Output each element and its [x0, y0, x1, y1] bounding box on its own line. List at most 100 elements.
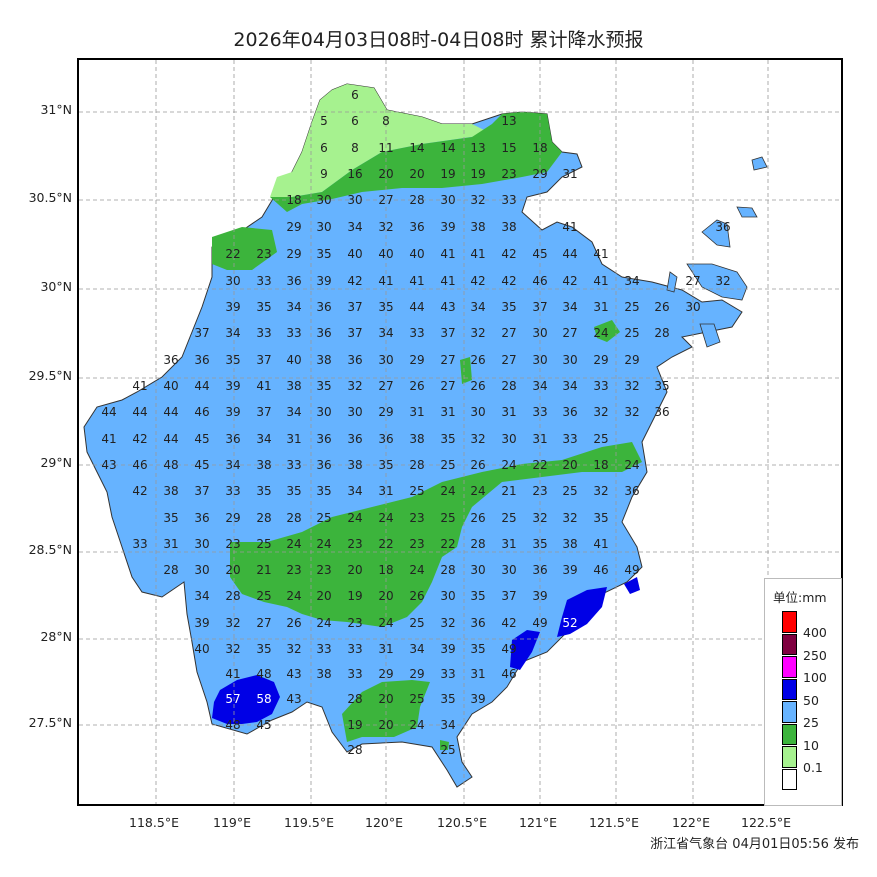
precip-value: 25: [256, 537, 272, 551]
precip-value: 35: [470, 589, 486, 603]
precip-value: 30: [378, 353, 394, 367]
precip-value: 41: [593, 247, 609, 261]
precip-value: 24: [624, 458, 640, 472]
precip-value: 36: [347, 353, 363, 367]
lat-tick-label: 30°N: [40, 279, 72, 294]
precip-value: 29: [532, 167, 548, 181]
precip-value: 41: [225, 667, 241, 681]
legend-swatch: [782, 611, 797, 633]
precip-value: 40: [163, 379, 179, 393]
precip-value: 19: [347, 718, 363, 732]
precip-value: 36: [562, 405, 578, 419]
precip-value: 33: [316, 642, 332, 656]
precip-value: 46: [532, 274, 548, 288]
precip-value: 16: [347, 167, 363, 181]
precip-value: 44: [163, 405, 179, 419]
precip-value: 45: [256, 718, 272, 732]
precip-value: 24: [378, 616, 394, 630]
precip-value: 32: [225, 616, 241, 630]
precip-value: 44: [132, 405, 148, 419]
precip-value: 34: [532, 379, 548, 393]
precip-value: 34: [347, 484, 363, 498]
legend-swatch: [782, 656, 797, 678]
precip-value: 21: [256, 563, 272, 577]
precip-value: 39: [225, 379, 241, 393]
precip-value: 37: [194, 326, 210, 340]
precip-value: 29: [378, 667, 394, 681]
precip-value: 33: [286, 326, 302, 340]
precip-value: 24: [378, 511, 394, 525]
precip-value: 37: [440, 326, 456, 340]
precip-value: 34: [440, 718, 456, 732]
precip-value: 35: [316, 484, 332, 498]
precip-value: 23: [501, 167, 517, 181]
precip-value: 20: [378, 167, 394, 181]
legend-label: 50: [803, 692, 819, 708]
precip-value: 33: [347, 667, 363, 681]
map-frame: 6 5 6 8 13 6 8 11 14 14 13 15 18 9 16 20 20 19 19 23 29 31 18 3…: [77, 58, 843, 806]
precip-value: 33: [440, 667, 456, 681]
precip-value: 38: [562, 537, 578, 551]
precip-value: 38: [163, 484, 179, 498]
lon-tick-label: 119.5°E: [284, 815, 334, 830]
precip-value: 6: [351, 114, 359, 128]
precip-value: 18: [532, 141, 548, 155]
precip-value: 30: [316, 193, 332, 207]
precip-value: 37: [256, 353, 272, 367]
precip-value: 36: [286, 274, 302, 288]
precip-value: 32: [532, 511, 548, 525]
legend-label: 100: [803, 670, 827, 685]
precip-value: 19: [440, 167, 456, 181]
precip-value: 31: [378, 642, 394, 656]
precipitation-map: [79, 60, 841, 804]
precip-value: 35: [654, 379, 670, 393]
precip-value: 29: [378, 405, 394, 419]
precip-value: 27: [378, 379, 394, 393]
precip-value: 24: [286, 537, 302, 551]
precip-value: 29: [593, 353, 609, 367]
precip-value: 32: [593, 484, 609, 498]
precip-value: 44: [562, 247, 578, 261]
precip-value: 40: [194, 642, 210, 656]
zone-50-100-southwest: [212, 675, 280, 724]
precip-value: 20: [347, 563, 363, 577]
precip-value: 46: [501, 667, 517, 681]
precip-value: 19: [470, 167, 486, 181]
precip-value: 36: [532, 563, 548, 577]
precip-value: 36: [470, 616, 486, 630]
precip-value: 27: [562, 326, 578, 340]
island: [699, 323, 721, 348]
precip-value: 20: [378, 589, 394, 603]
precip-value: 28: [409, 193, 425, 207]
precip-value: 28: [163, 563, 179, 577]
precip-value: 35: [163, 511, 179, 525]
precip-value: 33: [409, 326, 425, 340]
precip-value: 44: [409, 300, 425, 314]
precip-value: 28: [440, 563, 456, 577]
precip-value: 13: [470, 141, 486, 155]
precip-value: 25: [593, 432, 609, 446]
lon-tick-label: 121.5°E: [589, 815, 639, 830]
precip-value: 29: [286, 220, 302, 234]
precip-value: 34: [225, 458, 241, 472]
precip-value: 31: [532, 432, 548, 446]
precip-value: 45: [194, 432, 210, 446]
lon-tick-label: 120°E: [364, 815, 404, 830]
precip-value: 36: [347, 432, 363, 446]
lat-tick-label: 30.5°N: [28, 190, 72, 205]
precip-value: 36: [378, 432, 394, 446]
precip-value: 39: [316, 274, 332, 288]
precip-value: 20: [316, 589, 332, 603]
legend-swatch: [782, 701, 797, 723]
precip-value: 38: [316, 353, 332, 367]
precip-value: 9: [320, 167, 328, 181]
precip-value: 25: [440, 511, 456, 525]
precip-value: 34: [562, 379, 578, 393]
precip-value: 37: [347, 326, 363, 340]
precip-value: 6: [351, 88, 359, 102]
issuer-footer: 浙江省气象台 04月01日05:56 发布: [650, 837, 859, 852]
precip-value: 37: [532, 300, 548, 314]
precip-value: 30: [225, 274, 241, 288]
zone-10-25-mid-spot: [460, 357, 472, 384]
legend-label: 25: [803, 715, 819, 730]
